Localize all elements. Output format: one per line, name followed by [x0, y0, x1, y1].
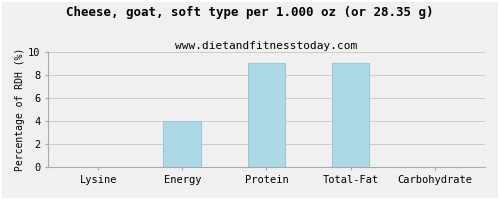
- Y-axis label: Percentage of RDH (%): Percentage of RDH (%): [15, 48, 25, 171]
- Bar: [164, 121, 202, 167]
- Bar: [248, 63, 286, 167]
- Title: www.dietandfitnesstoday.com: www.dietandfitnesstoday.com: [176, 41, 358, 51]
- Bar: [332, 63, 370, 167]
- Text: Cheese, goat, soft type per 1.000 oz (or 28.35 g): Cheese, goat, soft type per 1.000 oz (or…: [66, 6, 434, 19]
